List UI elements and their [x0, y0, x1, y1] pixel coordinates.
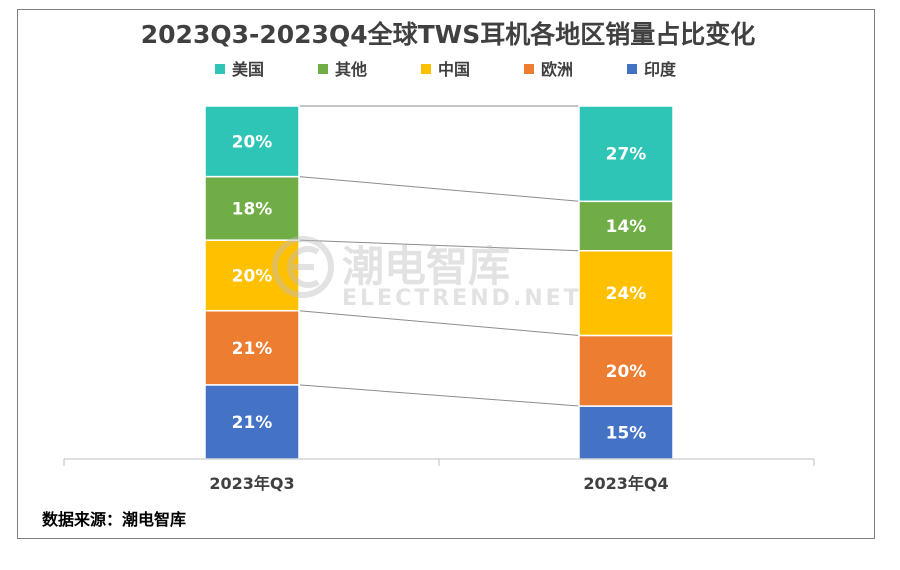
- connector-line-3: [298, 176, 580, 202]
- chart-frame: [17, 9, 875, 539]
- bar-segment-0-4: [204, 105, 300, 178]
- bar-segment-1-0: [578, 405, 674, 460]
- legend-label-2: 中国: [438, 60, 470, 79]
- source-note: 数据来源：潮电智库: [42, 510, 186, 529]
- data-label-1-3: 14%: [606, 217, 647, 237]
- data-label-1-2: 24%: [606, 284, 647, 304]
- watermark-url: ELECTREND.NET: [342, 286, 582, 311]
- x-tick-label-1: 2023年Q4: [583, 474, 668, 493]
- connector-line-1: [298, 310, 580, 336]
- bar-segment-0-0: [204, 384, 300, 460]
- legend-swatch-0: [215, 64, 225, 74]
- bar-segment-1-4: [578, 105, 674, 203]
- legend-swatch-1: [318, 64, 328, 74]
- bars: [204, 105, 674, 460]
- legend-label-3: 欧洲: [541, 60, 573, 79]
- legend-label-0: 美国: [232, 60, 264, 79]
- watermark-logo-icon: [272, 236, 334, 298]
- legend-label-1: 其他: [335, 60, 367, 79]
- connector-line-0: [298, 384, 580, 407]
- bar-segment-1-1: [578, 334, 674, 407]
- data-label-1-1: 20%: [606, 362, 647, 382]
- data-label-0-3: 18%: [232, 199, 273, 219]
- bar-segment-0-3: [204, 175, 300, 241]
- data-label-0-4: 20%: [232, 132, 273, 152]
- legend-label-4: 印度: [644, 60, 677, 79]
- bar-segment-1-3: [578, 200, 674, 252]
- chart-title: 2023Q3-2023Q4全球TWS耳机各地区销量占比变化: [141, 20, 755, 49]
- connector-line-2: [298, 239, 580, 252]
- data-label-0-1: 21%: [232, 339, 273, 359]
- data-label-0-0: 21%: [232, 413, 273, 433]
- watermark: 潮电智库 ELECTREND.NET: [272, 236, 582, 311]
- data-label-0-2: 20%: [232, 266, 273, 286]
- legend-swatch-3: [524, 64, 534, 74]
- segment-labels: 21% 21% 20% 18% 20% 15% 20% 24% 14% 27%: [232, 132, 647, 443]
- legend: 美国 其他 中国 欧洲 印度: [215, 60, 677, 79]
- bar-segment-1-2: [578, 249, 674, 337]
- watermark-logo-mark-icon: [287, 246, 320, 288]
- data-label-1-0: 15%: [606, 424, 647, 444]
- watermark-name: 潮电智库: [342, 242, 510, 291]
- legend-swatch-4: [627, 64, 637, 74]
- data-label-1-4: 27%: [606, 145, 647, 165]
- x-tick-label-0: 2023年Q3: [209, 474, 294, 493]
- legend-swatch-2: [421, 64, 431, 74]
- x-axis-tick-labels: 2023年Q3 2023年Q4: [209, 474, 668, 493]
- bar-segment-0-1: [204, 309, 300, 386]
